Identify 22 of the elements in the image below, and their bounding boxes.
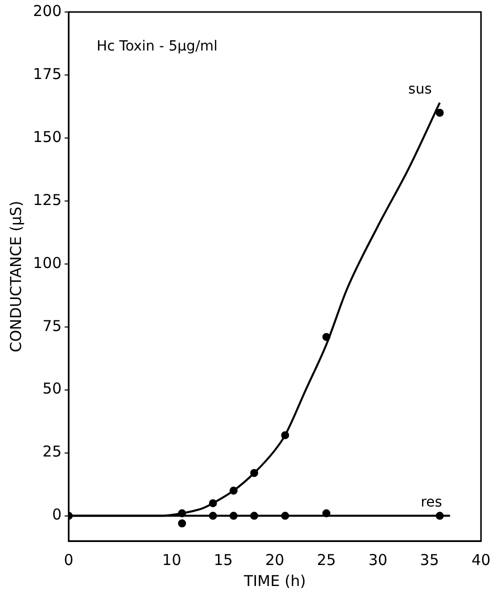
x-axis-title: TIME (h) [242,572,306,590]
y-tick-label: 200 [32,2,62,20]
x-tick-label: 0 [64,550,74,569]
y-axis-title: CONDUCTANCE (µS) [6,200,25,352]
y-tick-label: 175 [32,64,62,83]
x-tick-label: 10 [162,550,182,569]
y-tick-label: 150 [32,128,62,146]
annotation: Hc Toxin - 5µg/ml [96,38,218,55]
x-tick-label: 25 [316,550,336,569]
x-tick-label: 30 [368,550,388,569]
x-tick-label: 35 [420,550,439,569]
x-tick-label: 15 [214,550,233,569]
y-tick-label: 100 [32,254,62,272]
y-tick-label: 0 [52,506,62,524]
y-tick-label: 50 [42,380,62,398]
y-tick-label: 75 [42,316,62,335]
x-tick-label: 40 [471,550,491,569]
x-tick-label: 20 [265,550,284,569]
series-label: sus [408,81,432,98]
y-tick-label: 125 [32,190,62,209]
series-label: res [420,494,442,510]
y-tick-label: 25 [42,442,62,461]
